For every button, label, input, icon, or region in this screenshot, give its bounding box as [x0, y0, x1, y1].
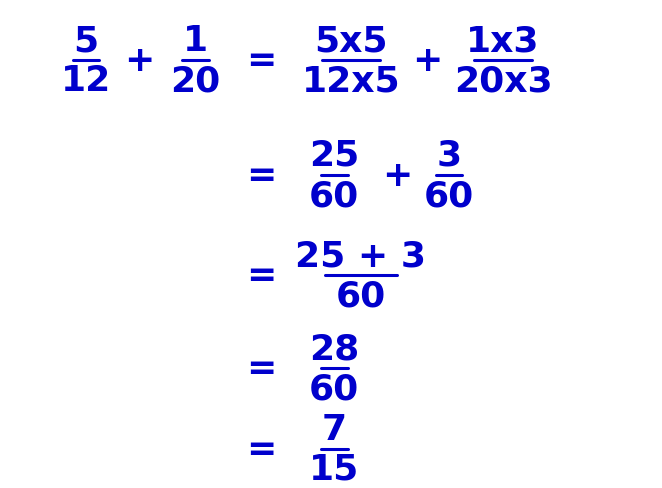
Text: 7: 7 — [322, 412, 347, 446]
Text: =: = — [246, 432, 277, 466]
Text: 25 + 3: 25 + 3 — [295, 239, 426, 273]
Text: =: = — [246, 159, 277, 193]
Text: 1: 1 — [183, 24, 208, 58]
Text: 15: 15 — [309, 452, 359, 486]
Text: 60: 60 — [336, 279, 386, 313]
Text: 1x3: 1x3 — [466, 24, 540, 58]
Text: 20x3: 20x3 — [454, 64, 552, 98]
Text: =: = — [246, 44, 277, 78]
Text: 3: 3 — [436, 139, 461, 173]
Text: 12: 12 — [61, 64, 111, 98]
Text: +: + — [412, 44, 442, 78]
Text: 20: 20 — [170, 64, 220, 98]
Text: 28: 28 — [309, 331, 359, 366]
Text: 60: 60 — [309, 371, 359, 406]
Text: 60: 60 — [309, 179, 359, 213]
Text: 5: 5 — [73, 24, 99, 58]
Text: =: = — [246, 351, 277, 386]
Text: 25: 25 — [309, 139, 359, 173]
Text: 5x5: 5x5 — [314, 24, 388, 58]
Text: +: + — [124, 44, 154, 78]
Text: 60: 60 — [424, 179, 474, 213]
Text: +: + — [382, 159, 412, 193]
Text: 12x5: 12x5 — [302, 64, 400, 98]
Text: =: = — [246, 259, 277, 293]
